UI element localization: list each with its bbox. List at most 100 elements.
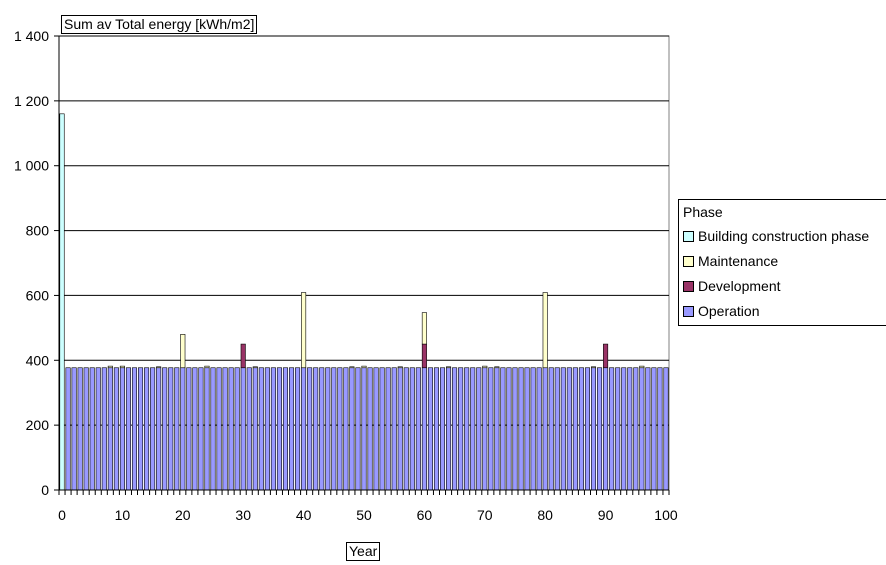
- bar-segment: [500, 367, 506, 491]
- bar-segment: [597, 367, 603, 491]
- bar-segment: [150, 367, 156, 491]
- bar-segment: [482, 367, 488, 491]
- bar-segment: [560, 367, 566, 491]
- bar-segment: [228, 367, 234, 491]
- bar-segment: [125, 367, 131, 491]
- bar-segment: [107, 367, 113, 491]
- bar-segment: [174, 367, 180, 491]
- bar-segment: [464, 367, 470, 491]
- legend-label: Development: [698, 278, 781, 294]
- bar-segment: [391, 367, 397, 491]
- legend-item-maintenance: Maintenance: [683, 252, 778, 270]
- bar-segment: [307, 367, 313, 491]
- bar-segment: [210, 367, 216, 491]
- bar-segment: [657, 367, 663, 491]
- y-tick-label: 1 000: [14, 158, 49, 174]
- bar-segment: [355, 367, 361, 491]
- bar-segment: [319, 367, 325, 491]
- bar-segment: [295, 367, 301, 491]
- legend-swatch: [683, 306, 694, 317]
- bar-segment: [282, 367, 289, 491]
- bar-segment: [566, 367, 572, 491]
- bar-segment: [427, 367, 433, 491]
- bar-segment: [645, 367, 651, 491]
- x-tick-label: 20: [175, 507, 191, 523]
- y-tick-label: 1 400: [14, 28, 49, 44]
- bar-segment: [385, 367, 391, 491]
- legend: Phase Building construction phase Mainte…: [678, 199, 886, 326]
- bar-segment: [162, 367, 168, 491]
- bar-segment: [204, 365, 210, 369]
- bar-segment: [192, 367, 198, 491]
- bar-segment: [156, 367, 162, 491]
- bar-segment: [168, 367, 174, 491]
- bar-segment: [397, 366, 403, 369]
- y-tick-label: 200: [26, 417, 50, 433]
- y-tick-label: 1 200: [14, 93, 49, 109]
- x-tick-label: 10: [115, 507, 131, 523]
- bar-segment: [373, 367, 379, 491]
- bar-segment: [409, 367, 415, 491]
- bar-segment: [222, 367, 228, 491]
- bar-segment: [252, 366, 258, 369]
- legend-swatch: [683, 281, 694, 292]
- bar-segment: [421, 312, 427, 345]
- bar-segment: [204, 367, 210, 491]
- bar-segment: [590, 367, 597, 491]
- bar-segment: [59, 113, 65, 491]
- bar-segment: [572, 367, 578, 491]
- bar-segment: [361, 365, 367, 369]
- y-tick-label: 400: [26, 352, 50, 368]
- x-axis-title: Year: [346, 542, 381, 561]
- bar-segment: [554, 367, 560, 491]
- bar-segment: [446, 367, 452, 491]
- bar-segment: [379, 367, 385, 491]
- legend-label: Operation: [698, 303, 760, 319]
- bar-segment: [494, 367, 500, 491]
- bar-segment: [349, 366, 355, 369]
- bar-segment: [240, 343, 246, 369]
- bar-segment: [325, 367, 331, 491]
- legend-label: Building construction phase: [698, 228, 870, 244]
- x-tick-label: 50: [356, 507, 372, 523]
- y-tick-label: 800: [26, 223, 50, 239]
- bar-segment: [119, 365, 125, 369]
- axes: [54, 35, 670, 495]
- legend-item-operation: Operation: [683, 302, 759, 320]
- bar-segment: [156, 366, 162, 369]
- legend-title: Phase: [683, 204, 723, 220]
- y-tick-labels: 0 200 400 600 800 1 000 1 200 1 400: [14, 28, 49, 498]
- bar-segment: [65, 367, 71, 491]
- bar-segment: [421, 343, 427, 369]
- bar-segment: [633, 367, 639, 491]
- bar-segment: [590, 366, 597, 369]
- bar-segment: [180, 334, 186, 369]
- bar-segment: [264, 367, 270, 491]
- x-tick-label: 60: [417, 507, 433, 523]
- bar-segment: [258, 367, 264, 491]
- bar-segment: [276, 367, 282, 491]
- legend-item-building-construction: Building construction phase: [683, 227, 869, 245]
- bar-segment: [627, 367, 633, 491]
- bar-segment: [95, 367, 101, 491]
- bar-segment: [119, 367, 125, 491]
- bar-segment: [506, 367, 512, 491]
- bar-segment: [470, 367, 476, 491]
- x-tick-label: 40: [296, 507, 312, 523]
- bar-segment: [446, 366, 452, 369]
- bar-segment: [113, 367, 119, 491]
- x-tick-label: 0: [58, 507, 66, 523]
- bar-segment: [301, 292, 307, 369]
- bar-segment: [458, 367, 464, 491]
- bar-segment: [186, 367, 192, 491]
- bar-segment: [107, 365, 113, 369]
- bar-segment: [578, 367, 584, 491]
- bar-segment: [584, 367, 590, 491]
- bar-segment: [180, 367, 186, 491]
- bar-segment: [367, 367, 373, 491]
- bar-segment: [234, 367, 240, 491]
- bar-segment: [651, 367, 657, 491]
- y-tick-label: 600: [26, 287, 50, 303]
- bar-segment: [403, 367, 409, 491]
